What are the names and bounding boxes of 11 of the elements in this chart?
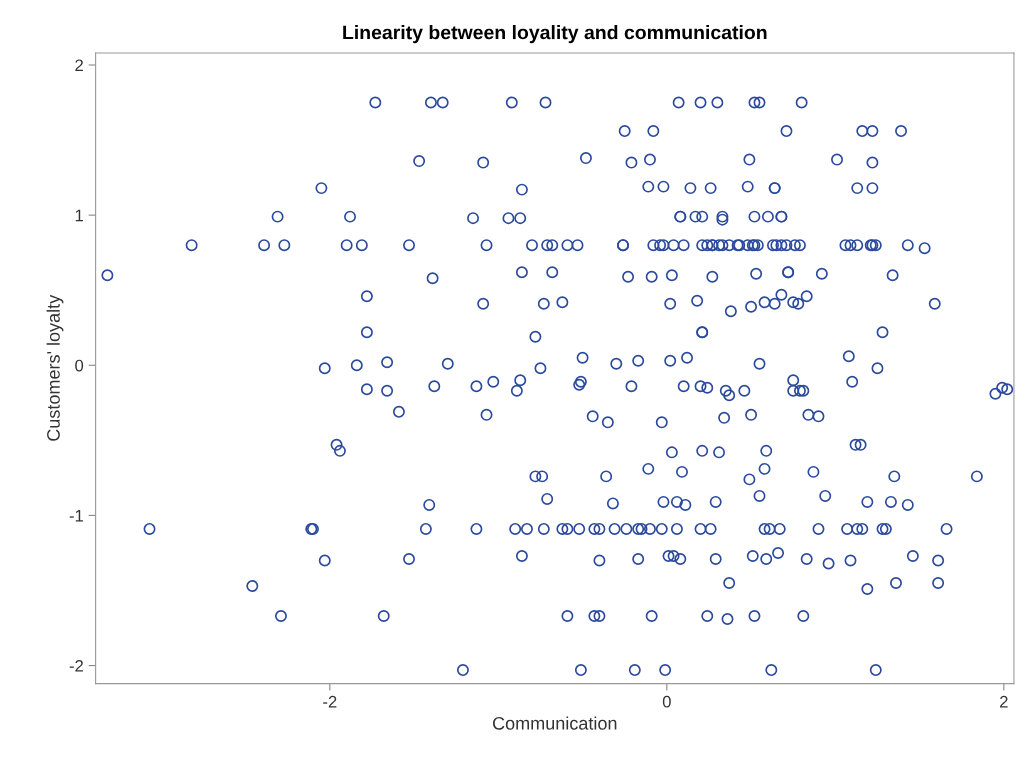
x-tick-label: -2 (323, 695, 337, 708)
y-tick-label: 0 (75, 359, 84, 372)
y-axis-title: Customers' loyalty (46, 294, 64, 441)
chart-title: Linearity between loyality and communication (343, 25, 767, 44)
y-tick-label: 2 (75, 59, 83, 72)
y-tick-label: -1 (69, 509, 83, 522)
x-axis-title: Communication (492, 716, 617, 730)
y-tick-label: 1 (75, 209, 83, 222)
y-tick-label: -2 (69, 659, 83, 672)
x-tick-label: 0 (662, 695, 671, 708)
x-tick-label: 2 (1000, 695, 1008, 708)
